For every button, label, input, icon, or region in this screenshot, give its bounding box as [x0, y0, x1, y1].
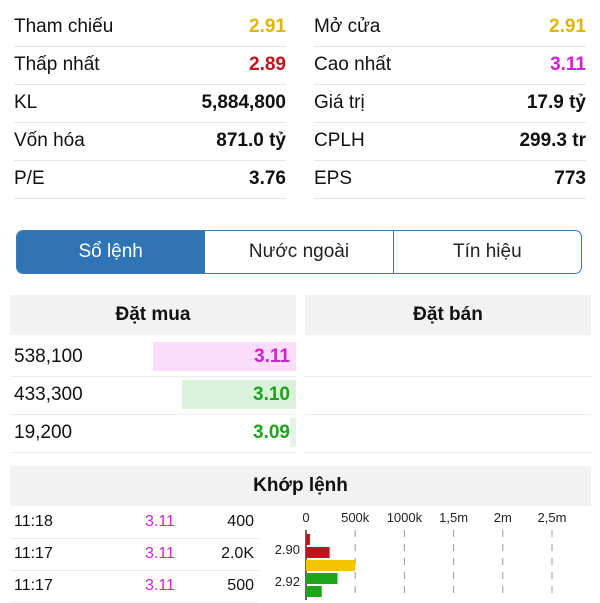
stat-value: 2.89	[249, 54, 286, 75]
matched-price: 3.11	[145, 513, 175, 530]
stat-volume: KL 5,884,800	[14, 84, 286, 123]
tab-signals[interactable]: Tín hiệu	[392, 231, 581, 273]
tab-foreign[interactable]: Nước ngoài	[204, 231, 392, 273]
segment-tabs: Sổ lệnh Nước ngoài Tín hiệu	[16, 230, 582, 274]
buy-volume: 538,100	[14, 346, 83, 367]
buy-order-row: 19,200 3.09	[10, 414, 296, 453]
stat-label: P/E	[14, 168, 45, 189]
volume-bar	[306, 534, 310, 545]
stat-value: 2.91	[549, 16, 586, 37]
stat-label: Cao nhất	[314, 54, 392, 75]
matched-time: 11:17	[14, 545, 53, 562]
stat-value: 2.91	[249, 16, 286, 37]
x-tick-label: 0	[302, 510, 309, 525]
stat-shares-outstanding: CPLH 299.3 tr	[314, 122, 586, 161]
stat-open: Mở cửa 2.91	[314, 8, 586, 47]
sell-order-row	[305, 338, 591, 377]
matched-row: 11:18 3.11 400	[10, 506, 258, 539]
sell-orders-header: Đặt bán	[305, 295, 591, 335]
stat-market-cap: Vốn hóa 871.0 tỷ	[14, 122, 286, 161]
stat-value: 299.3 tr	[519, 130, 586, 151]
stat-value: 773	[554, 168, 586, 189]
buy-price: 3.10	[253, 384, 290, 405]
stats-row: KL 5,884,800 Giá trị 17.9 tỷ	[0, 84, 600, 123]
stat-value: 17.9 tỷ	[526, 92, 586, 113]
buy-price: 3.09	[253, 422, 290, 443]
tab-order-book[interactable]: Sổ lệnh	[17, 231, 205, 273]
matched-time: 11:18	[14, 513, 53, 530]
x-tick-label: 1000k	[387, 510, 423, 525]
buy-order-row: 538,100 3.11	[10, 338, 296, 377]
buy-volume: 433,300	[14, 384, 83, 405]
stat-label: CPLH	[314, 130, 365, 151]
stats-row: Vốn hóa 871.0 tỷ CPLH 299.3 tr	[0, 122, 600, 161]
stats-row: Tham chiếu 2.91 Mở cửa 2.91	[0, 8, 600, 47]
sell-order-row	[305, 414, 591, 453]
stat-value: 5,884,800	[201, 92, 286, 113]
buy-price: 3.11	[254, 346, 290, 367]
matched-time: 11:17	[14, 577, 53, 594]
stat-high: Cao nhất 3.11	[314, 46, 586, 85]
stats-row: P/E 3.76 EPS 773	[0, 160, 600, 199]
stat-label: Vốn hóa	[14, 130, 85, 151]
buy-volume-bar	[182, 380, 296, 409]
stat-eps: EPS 773	[314, 160, 586, 199]
stat-low: Thấp nhất 2.89	[14, 46, 286, 85]
volume-bar	[306, 547, 330, 558]
stat-label: KL	[14, 92, 38, 113]
stat-value: 3.11	[550, 54, 586, 75]
buy-volume-bar	[290, 418, 296, 447]
matched-volume: 500	[227, 577, 254, 594]
volume-by-price-chart: 0 500k 1000k 1,5m 2m 2,5m 2.90 2.92	[275, 510, 567, 600]
price-level-label: 2.90	[275, 542, 300, 557]
matched-volume: 2.0K	[221, 545, 254, 562]
volume-bar	[306, 573, 338, 584]
stat-label: Thấp nhất	[14, 54, 100, 75]
stat-value: 871.0 tỷ	[216, 130, 286, 151]
matched-row: 11:17 3.11 2.0K	[10, 538, 258, 571]
stat-label: Mở cửa	[314, 16, 381, 37]
matched-volume: 400	[227, 513, 254, 530]
buy-orders-header: Đặt mua	[10, 295, 296, 335]
matched-price: 3.11	[145, 545, 175, 562]
stat-pe: P/E 3.76	[14, 160, 286, 199]
x-tick-label: 1,5m	[439, 510, 468, 525]
stat-label: Giá trị	[314, 92, 365, 113]
matched-orders-header: Khớp lệnh	[10, 466, 591, 506]
volume-bar	[306, 560, 356, 571]
stat-value: 3.76	[249, 168, 286, 189]
stat-label: Tham chiếu	[14, 16, 114, 37]
x-tick-label: 2m	[494, 510, 512, 525]
matched-price: 3.11	[145, 577, 175, 594]
x-tick-label: 500k	[341, 510, 370, 525]
stat-value-traded: Giá trị 17.9 tỷ	[314, 84, 586, 123]
volume-bar	[306, 586, 322, 597]
stock-stats: Tham chiếu 2.91 Mở cửa 2.91 Thấp nhất 2.…	[0, 8, 600, 199]
buy-volume: 19,200	[14, 422, 73, 443]
price-level-label: 2.92	[275, 574, 300, 589]
stat-label: EPS	[314, 168, 353, 189]
x-tick-label: 2,5m	[538, 510, 567, 525]
sell-order-row	[305, 376, 591, 415]
buy-order-row: 433,300 3.10	[10, 376, 296, 415]
stat-reference: Tham chiếu 2.91	[14, 8, 286, 47]
matched-row: 11:17 3.11 500	[10, 570, 258, 603]
stats-row: Thấp nhất 2.89 Cao nhất 3.11	[0, 46, 600, 85]
buy-volume-bar	[153, 342, 296, 371]
